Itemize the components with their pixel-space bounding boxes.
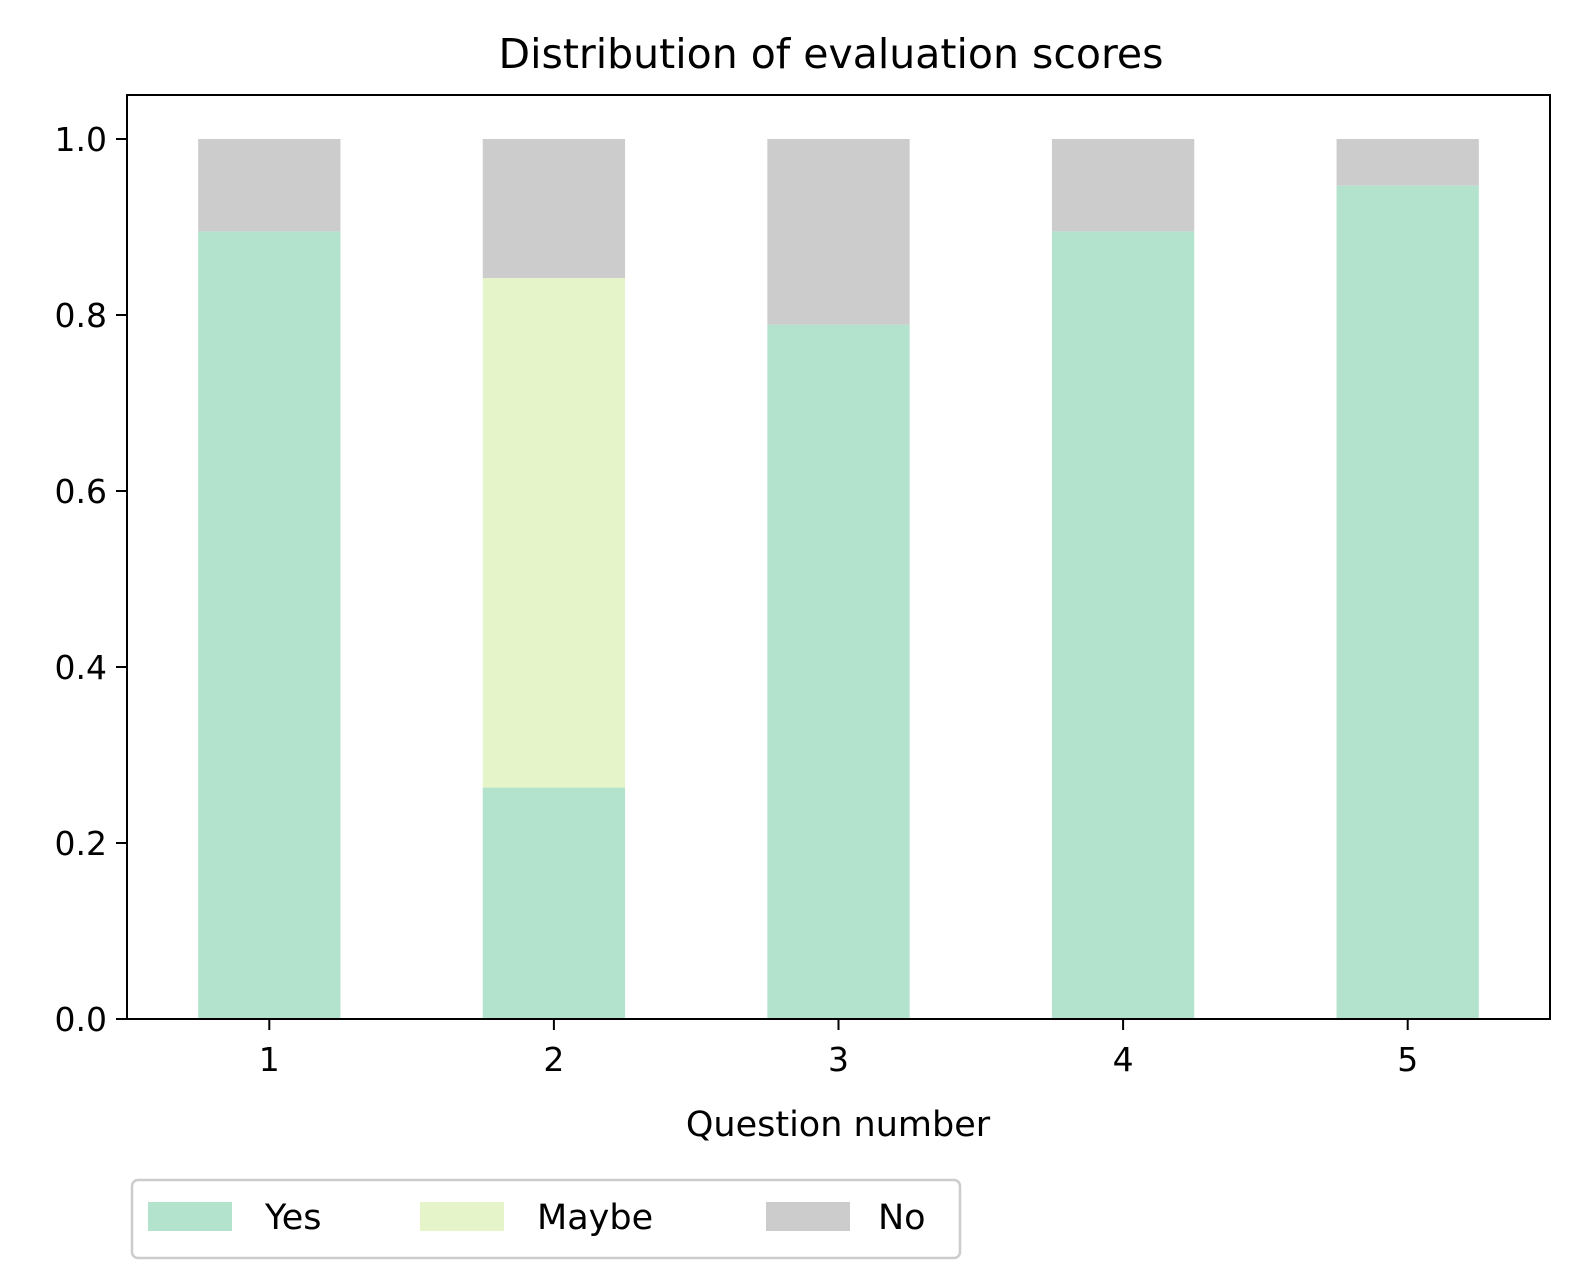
legend-swatch-no: [766, 1202, 850, 1231]
x-axis-label: Question number: [686, 1105, 991, 1145]
y-tick-label-0: 0.0: [55, 1000, 107, 1039]
x-tick-label-2: 2: [543, 1040, 564, 1079]
y-tick-label-3: 0.6: [55, 472, 107, 511]
legend-frame: [130, 1178, 962, 1260]
bars-layer: [198, 139, 1479, 1019]
legend-swatch-maybe: [420, 1202, 504, 1231]
chart-title: Distribution of evaluation scores: [499, 30, 1164, 78]
bar-no-q2: [482, 139, 626, 279]
bar-yes-q3: [767, 324, 910, 1019]
legend-items: Yes Maybe No: [148, 1198, 926, 1238]
x-tick-label-3: 3: [828, 1040, 849, 1079]
y-axis: 0.0 0.2 0.4 0.6 0.8 1.0: [55, 120, 127, 1039]
bar-yes-q2: [482, 787, 626, 1019]
y-tick-label-4: 0.8: [55, 296, 107, 335]
x-tick-label-5: 5: [1397, 1040, 1418, 1079]
y-tick-label-1: 0.2: [55, 824, 107, 863]
legend-label-maybe: Maybe: [537, 1198, 653, 1238]
bar-yes-q4: [1051, 231, 1195, 1019]
bar-no-q3: [767, 139, 910, 325]
bar-no-q4: [1051, 139, 1195, 232]
legend: Yes Maybe No: [130, 1178, 962, 1260]
bar-maybe-q2: [482, 278, 626, 788]
bar-no-q5: [1336, 139, 1479, 186]
bar-yes-q1: [198, 231, 341, 1019]
x-tick-label-4: 4: [1113, 1040, 1134, 1079]
x-axis: 1 2 3 4 5: [259, 1019, 1418, 1079]
legend-label-no: No: [878, 1198, 926, 1238]
y-tick-label-5: 1.0: [55, 120, 107, 159]
legend-swatch-yes: [148, 1202, 232, 1231]
bar-yes-q5: [1336, 185, 1479, 1019]
x-tick-label-1: 1: [259, 1040, 280, 1079]
bar-no-q1: [198, 139, 341, 232]
y-tick-label-2: 0.4: [55, 648, 107, 687]
legend-label-yes: Yes: [264, 1198, 322, 1238]
